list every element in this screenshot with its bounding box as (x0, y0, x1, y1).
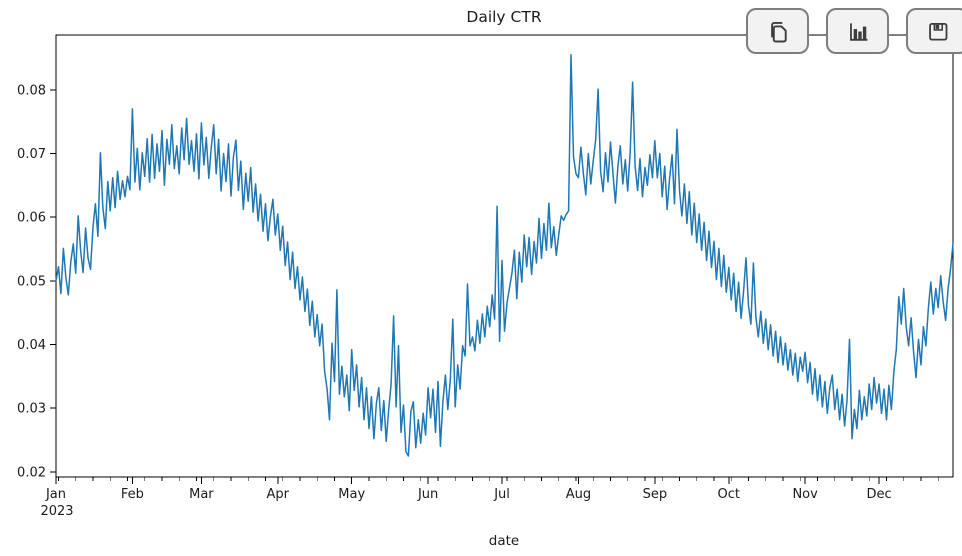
x-tick-label: May (338, 487, 365, 502)
save-icon (929, 22, 948, 40)
x-tick-label: Jun (417, 487, 438, 502)
y-tick-label: 0.07 (17, 147, 46, 162)
y-tick-label: 0.08 (17, 83, 46, 98)
chart-title: Daily CTR (466, 8, 541, 26)
y-tick-label: 0.04 (17, 338, 46, 353)
x-tick-label: Nov (792, 487, 818, 502)
x-tick-label: Sep (643, 487, 668, 502)
x-tick-label: Aug (566, 487, 591, 502)
x-tick-label: Dec (866, 487, 891, 502)
x-tick-label: Jul (493, 487, 510, 502)
x-tick-label: Jan (45, 487, 66, 502)
plot-border (55, 34, 954, 478)
bar-chart-icon (850, 22, 868, 41)
copy-button[interactable] (746, 8, 809, 54)
y-tick-label: 0.06 (17, 211, 46, 226)
x-axis-label: date (489, 533, 519, 549)
save-button[interactable] (906, 8, 962, 54)
y-tick-label: 0.03 (17, 402, 46, 417)
chart-toolbar (746, 8, 962, 54)
y-tick-label: 0.05 (17, 274, 46, 289)
x-tick-label: Apr (267, 487, 290, 502)
copy-icon (771, 21, 787, 42)
ctr-series-line (55, 53, 954, 457)
chart-type-button[interactable] (826, 8, 889, 54)
x-tick-label: Feb (121, 487, 144, 502)
x-tick-year-label: 2023 (40, 504, 73, 519)
x-tick-label: Oct (718, 487, 740, 502)
y-tick-label: 0.02 (17, 465, 46, 480)
x-tick-label: Mar (189, 487, 214, 502)
